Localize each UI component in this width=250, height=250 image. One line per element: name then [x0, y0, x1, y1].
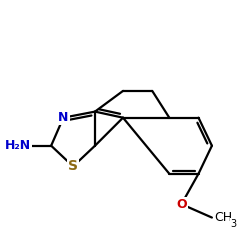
- Text: S: S: [68, 160, 78, 173]
- Text: O: O: [176, 198, 187, 211]
- Text: CH: CH: [214, 211, 233, 224]
- Text: 3: 3: [230, 219, 236, 229]
- Text: H₂N: H₂N: [5, 139, 31, 152]
- Text: N: N: [58, 111, 68, 124]
